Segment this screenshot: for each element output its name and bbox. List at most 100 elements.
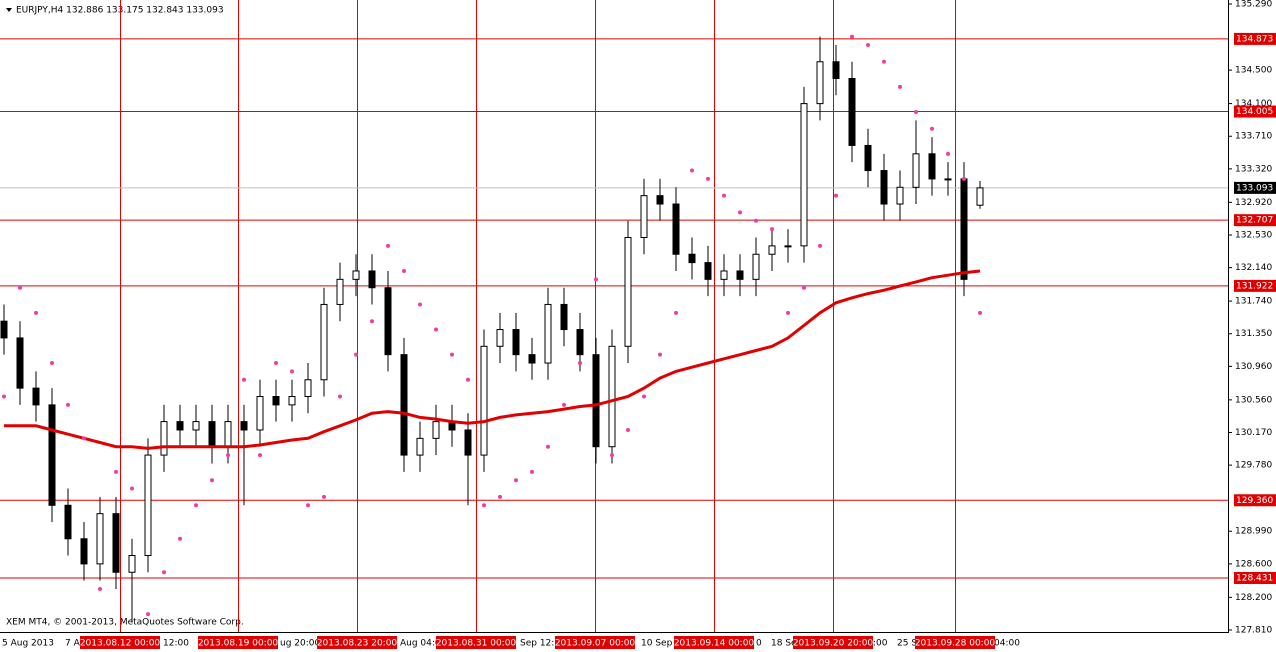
sar-dot [754, 218, 758, 223]
sar-dot [546, 444, 550, 449]
candle-body [336, 278, 344, 305]
sar-dot [466, 377, 470, 382]
y-tick-label: 128.600 [1235, 559, 1272, 569]
y-tick-label: 132.140 [1235, 263, 1272, 273]
sar-dot [242, 377, 246, 382]
sar-dot [642, 394, 646, 399]
y-tick-label: 131.740 [1235, 297, 1272, 307]
sar-dot [770, 227, 774, 232]
sar-dot [354, 352, 358, 357]
date-tag [198, 636, 278, 649]
candle-body [720, 270, 728, 280]
candle-body [352, 270, 360, 280]
level-tag [1234, 279, 1276, 292]
sar-dot [482, 503, 486, 508]
sar-dot [658, 352, 662, 357]
y-tick-label: 132.530 [1235, 230, 1272, 240]
candle-body [416, 437, 424, 456]
sar-dot [962, 176, 966, 181]
date-marker: 2013.09.07 00:00 [555, 639, 636, 649]
candle-body [16, 337, 24, 389]
level-label: 131.922 [1236, 281, 1273, 291]
sar-dot [258, 453, 262, 458]
menu-arrow[interactable] [6, 8, 12, 12]
candle-body [592, 354, 600, 448]
y-tick-label: 128.200 [1235, 593, 1272, 603]
sar-dot [514, 478, 518, 483]
candle-body [512, 329, 520, 356]
y-tick-label: 131.350 [1235, 329, 1272, 339]
level-label: 132.707 [1236, 216, 1273, 226]
sar-dot [626, 427, 630, 432]
y-tick-label: 130.170 [1235, 428, 1272, 438]
candle-body [64, 504, 72, 540]
y-tick-label: 133.710 [1235, 132, 1272, 142]
sar-dot [498, 494, 502, 499]
candle-body [608, 345, 616, 448]
sar-dot [338, 394, 342, 399]
x-tick-label: 10 Sep [641, 639, 673, 649]
candle-body [656, 195, 664, 205]
chart-title: EURJPY,H4 132.886 133.175 132.843 133.09… [16, 6, 224, 16]
sar-dot [162, 570, 166, 575]
sar-dot [274, 361, 278, 366]
candle-body [112, 513, 120, 573]
candle-body [640, 195, 648, 239]
sar-dot [418, 302, 422, 307]
candle-body [960, 178, 968, 280]
date-tag [436, 636, 516, 649]
y-tick-label: 134.500 [1235, 66, 1272, 76]
date-marker: 2013.09.14 00:00 [674, 639, 755, 649]
level-tag [1234, 105, 1276, 118]
sar-dot [50, 361, 54, 366]
level-tag [1234, 494, 1276, 507]
sar-dot [226, 453, 230, 458]
date-tag [555, 636, 635, 649]
candle-body [304, 379, 312, 398]
x-tick-label: 18 Se [771, 639, 797, 649]
sar-dot [370, 319, 374, 324]
candle-body [736, 270, 744, 280]
candle-body [224, 421, 232, 448]
candle-body [688, 253, 696, 264]
sar-dot [402, 268, 406, 273]
date-tag [674, 636, 754, 649]
sar-dot [98, 586, 102, 591]
sar-dot [578, 361, 582, 366]
sar-dot [802, 285, 806, 290]
sar-dot [82, 436, 86, 441]
sar-dot [130, 486, 134, 491]
x-tick-label: ug 20:00 [280, 639, 320, 649]
candle-body [208, 421, 216, 448]
date-marker: 2013.08.12 00:00 [80, 639, 161, 649]
candle-body [544, 303, 552, 364]
candle-body [864, 144, 872, 172]
candle-body [464, 429, 472, 456]
sar-dot [930, 126, 934, 131]
candle-body [832, 61, 840, 79]
date-marker: 2013.08.31 00:00 [436, 639, 517, 649]
x-tick-label: 5 Aug 2013 [2, 639, 54, 649]
candle-body [240, 421, 248, 431]
sar-dot [178, 536, 182, 541]
candle-body [256, 396, 264, 431]
candle-body [176, 421, 184, 431]
candle-body [320, 303, 328, 381]
candle-body [80, 538, 88, 565]
candle-body [624, 237, 632, 347]
candle-body [144, 454, 152, 557]
date-tag [915, 636, 995, 649]
level-label: 128.431 [1236, 574, 1273, 584]
candle-body [160, 421, 168, 456]
y-tick-label: 133.320 [1235, 164, 1272, 174]
date-marker: 2013.09.28 00:00 [915, 639, 996, 649]
date-tag [793, 636, 873, 649]
sar-dot [210, 478, 214, 483]
candle-body [912, 153, 920, 188]
x-tick-label: :00 [873, 639, 888, 649]
sar-dot [690, 168, 694, 173]
candle-body [272, 396, 280, 406]
sar-dot [18, 285, 22, 290]
date-marker: 2013.08.19 00:00 [198, 639, 279, 649]
